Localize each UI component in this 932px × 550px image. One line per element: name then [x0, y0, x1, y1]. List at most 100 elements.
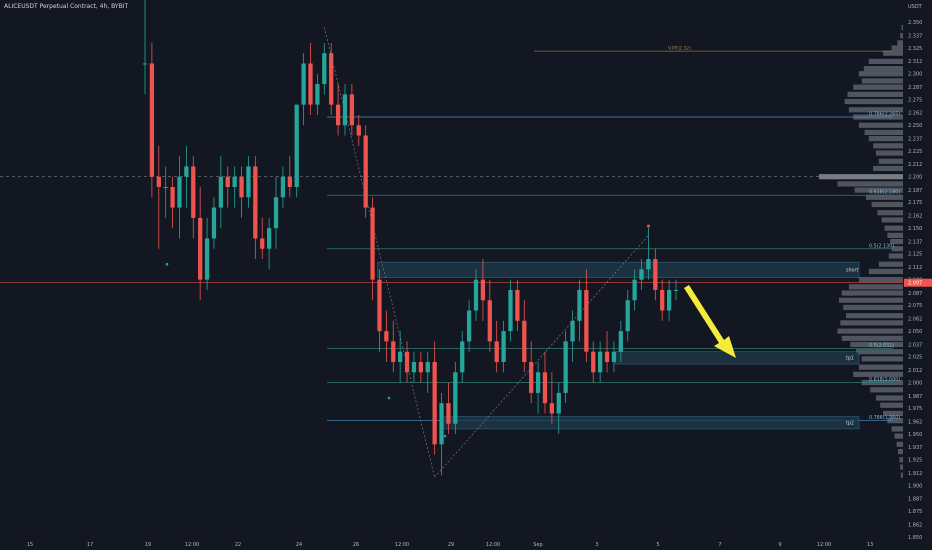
price-tick-label: 2.212: [908, 162, 922, 168]
volume-profile-bar: [891, 45, 903, 51]
volume-profile-bar: [858, 277, 903, 283]
price-tick-label: 2.087: [908, 291, 922, 297]
price-tick-label: 2.062: [908, 317, 922, 323]
time-tick-label: 5: [656, 542, 659, 548]
candle-body: [156, 176, 161, 187]
candle-body: [673, 289, 679, 291]
price-tick-label: 2.262: [908, 111, 922, 117]
volume-profile-bar: [883, 410, 903, 417]
candle-body: [142, 63, 148, 65]
candle-body: [301, 63, 306, 105]
candle-body: [294, 104, 299, 187]
candle-body: [266, 228, 272, 249]
price-tick-label: 2.000: [908, 380, 922, 386]
volume-profile-bar: [865, 194, 903, 200]
candle-body: [439, 403, 444, 445]
zone-label: tp2: [846, 421, 854, 427]
candle-body: [246, 166, 251, 198]
candle-body: [563, 341, 568, 393]
time-tick-label: Sep: [533, 542, 542, 548]
volume-profile-bar: [891, 246, 903, 252]
candle-body: [404, 351, 410, 373]
low-marker: [443, 434, 447, 438]
time-tick-label: 12:00: [817, 542, 831, 548]
volume-profile-bar: [877, 210, 903, 216]
candle-body: [508, 289, 513, 332]
price-tick-label: 2.275: [908, 97, 922, 103]
time-tick-label: 29: [448, 542, 454, 548]
candle-body: [632, 279, 637, 301]
fib-level-label: 0.618(2.000): [869, 377, 900, 383]
volume-profile-bar: [847, 91, 903, 97]
candle-body: [211, 207, 217, 239]
candle-body: [232, 176, 237, 187]
time-axis-panel: [0, 539, 932, 550]
time-tick-label: 13: [867, 542, 873, 548]
candle-body: [660, 289, 665, 311]
volume-profile-bar: [844, 98, 903, 105]
volume-profile-bar: [854, 187, 903, 193]
price-tick-label: 1.887: [908, 497, 922, 503]
candle-body: [604, 351, 610, 362]
candle-body: [370, 207, 375, 280]
candle-body: [356, 125, 361, 136]
price-tick-label: 1.912: [908, 471, 922, 477]
volume-profile-bar: [840, 320, 903, 326]
current-price-tag-label: 2.097: [908, 281, 922, 287]
volume-profile-bar: [878, 261, 903, 267]
volume-profile-bar: [881, 217, 903, 223]
volume-profile-bar: [848, 284, 903, 290]
volume-profile-bar: [868, 58, 903, 65]
candle-body: [570, 320, 575, 342]
volume-profile-bar: [888, 253, 903, 259]
candle-body: [198, 217, 203, 280]
volume-profile-bar: [868, 268, 903, 275]
price-tick-label: 2.187: [908, 188, 922, 194]
candle-body: [639, 269, 644, 280]
price-tick-label: 2.287: [908, 85, 922, 91]
time-tick-label: 17: [87, 542, 93, 548]
candle-body: [184, 166, 189, 177]
price-tick-label: 2.312: [908, 59, 922, 65]
volume-profile-bar: [841, 290, 903, 296]
price-tick-label: 1.937: [908, 445, 922, 451]
price-tick-label: 2.162: [908, 214, 922, 220]
volume-profile-bar: [875, 395, 903, 401]
price-tick-label: 2.325: [908, 46, 922, 52]
candle-body: [349, 94, 355, 126]
candle-body: [653, 259, 658, 290]
candle-body: [577, 289, 582, 321]
volume-profile-bar: [899, 457, 903, 463]
price-tick-label: 2.237: [908, 136, 922, 142]
candle-body: [618, 331, 623, 352]
candle-body: [432, 362, 437, 445]
volume-profile-bar: [853, 84, 903, 90]
volume-profile-bar: [858, 364, 903, 370]
candle-body: [542, 372, 548, 404]
volume-profile-bar: [884, 225, 903, 231]
candle-body: [391, 341, 396, 362]
volume-profile-bar: [871, 201, 903, 208]
volume-profile-bar: [837, 181, 903, 187]
volume-profile-bar: [898, 448, 903, 455]
volume-profile-bar: [868, 136, 903, 142]
price-tick-label: 2.175: [908, 200, 922, 206]
price-tick-label: 1.950: [908, 432, 922, 438]
price-tick-label: 1.987: [908, 394, 922, 400]
low-marker: [387, 396, 391, 400]
zone-box: [439, 416, 860, 430]
time-tick-label: 19: [145, 542, 151, 548]
volume-profile-bar: [878, 158, 903, 164]
time-tick-label: 3: [595, 542, 598, 548]
volume-profile-bar: [861, 356, 903, 362]
candle-body: [425, 362, 430, 373]
volume-profile-bar: [858, 122, 903, 128]
current-price-tag: [904, 278, 932, 287]
volume-profile-bar: [883, 50, 903, 56]
price-tick-label: 2.125: [908, 252, 922, 258]
candle-body: [411, 362, 417, 373]
price-tick-label: 1.862: [908, 522, 922, 528]
candle-body: [163, 187, 168, 188]
